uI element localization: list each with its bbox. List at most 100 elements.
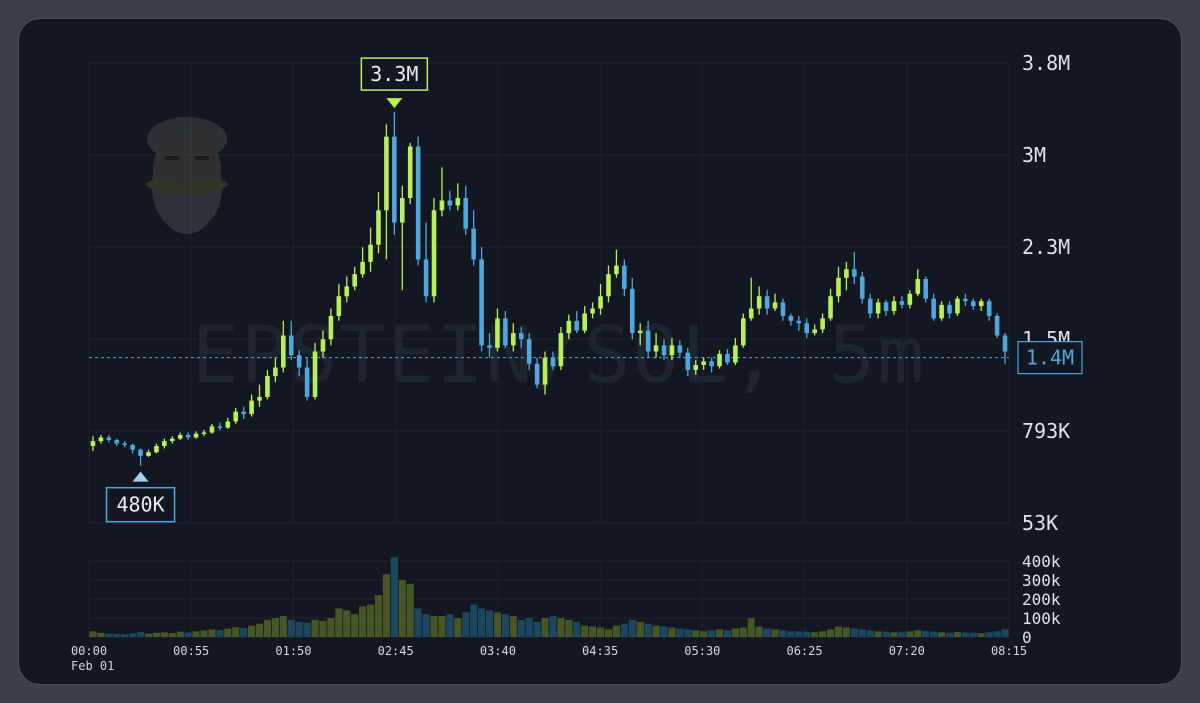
candle-body: [288, 335, 294, 356]
candle: [233, 407, 239, 424]
volume-bar: [811, 632, 819, 637]
volume-bar: [200, 630, 208, 637]
candle: [257, 384, 262, 407]
candle: [368, 227, 373, 272]
candle: [717, 350, 722, 369]
candle: [479, 247, 484, 352]
volume-bar: [398, 580, 406, 637]
volume-axis-label: 100k: [1022, 609, 1061, 628]
candle: [875, 298, 881, 319]
candle: [487, 333, 492, 358]
chart-panel: EPSTEIN/SOL, 5m 3.8M 3M 2.3M 1.5M 793K 53K 40…: [18, 18, 1182, 685]
candle: [281, 320, 286, 373]
volume-bar: [470, 604, 478, 637]
candle-body: [582, 313, 587, 331]
volume-bar: [438, 616, 446, 637]
candle: [780, 298, 786, 321]
volume-bar: [343, 610, 351, 637]
candle-body: [296, 355, 302, 368]
candle-body: [217, 426, 223, 428]
candle: [804, 318, 810, 338]
candle-body: [431, 210, 437, 297]
volume-bar: [279, 616, 287, 637]
candle: [423, 222, 429, 303]
candle-body: [384, 136, 389, 211]
candle-body: [891, 301, 897, 311]
volume-bar: [660, 626, 668, 637]
candle-body: [90, 441, 96, 447]
candle-body: [788, 315, 794, 321]
candle: [431, 198, 437, 303]
low-callout-label: 480K: [116, 493, 164, 517]
volume-bar: [105, 633, 113, 637]
candle-body: [994, 315, 1000, 336]
volume-bar: [541, 618, 549, 637]
candle-body: [360, 261, 365, 275]
candle-body: [558, 333, 564, 367]
candle: [185, 432, 191, 440]
volume-bar: [826, 629, 835, 637]
volume-bar: [89, 631, 97, 637]
volume-bar: [898, 631, 906, 637]
candle-body: [867, 298, 873, 314]
current-price-tag: [1017, 341, 1083, 375]
volume-bar: [612, 625, 620, 637]
candle: [772, 293, 778, 311]
candle: [463, 185, 469, 235]
candle-body: [971, 301, 976, 307]
candle-body: [146, 452, 151, 456]
candle: [518, 326, 524, 348]
candle: [550, 351, 556, 370]
candle-body: [741, 318, 746, 346]
candle: [622, 259, 627, 297]
candle-body: [495, 318, 500, 348]
candle-body: [503, 318, 508, 346]
date-label: Feb 01: [71, 659, 114, 673]
low-marker-icon: [132, 471, 149, 482]
candle: [304, 357, 310, 401]
candle-body: [185, 434, 191, 438]
price-axis-label: 2.3M: [1022, 235, 1070, 259]
candle: [296, 350, 302, 377]
candle-body: [526, 339, 532, 364]
candle-body: [487, 345, 492, 348]
candle-body: [225, 421, 231, 428]
candle-body: [828, 296, 833, 319]
candle: [542, 351, 548, 395]
volume-bar: [192, 631, 200, 637]
candle: [859, 271, 865, 304]
candle: [915, 269, 921, 297]
candle-body: [439, 200, 445, 211]
candle: [939, 301, 944, 321]
candle: [741, 313, 746, 348]
candle-body: [265, 376, 270, 397]
candle: [764, 290, 770, 315]
volume-bar: [628, 619, 636, 637]
candle: [1002, 333, 1008, 364]
volume-bar: [850, 628, 858, 637]
candle: [138, 448, 143, 466]
volume-bar: [374, 595, 383, 637]
volume-bar: [700, 631, 708, 637]
volume-bar: [113, 633, 121, 637]
volume-bar: [644, 623, 652, 637]
candle: [376, 191, 381, 254]
candle: [447, 190, 453, 211]
candle-body: [352, 274, 357, 287]
volume-bar: [620, 623, 628, 637]
candle-body: [376, 210, 381, 245]
candle-body: [98, 437, 104, 442]
candle-body: [947, 304, 952, 314]
candle: [241, 406, 246, 420]
volume-bar: [755, 626, 763, 637]
candle: [836, 266, 841, 303]
candle-body: [122, 443, 127, 446]
volume-bar: [430, 616, 438, 637]
volume-bar: [152, 632, 160, 637]
candle-body: [574, 320, 580, 331]
candle-body: [978, 301, 984, 307]
volume-axis-label: 200k: [1022, 590, 1061, 609]
candle-body: [328, 315, 334, 340]
candle-body: [875, 302, 881, 314]
